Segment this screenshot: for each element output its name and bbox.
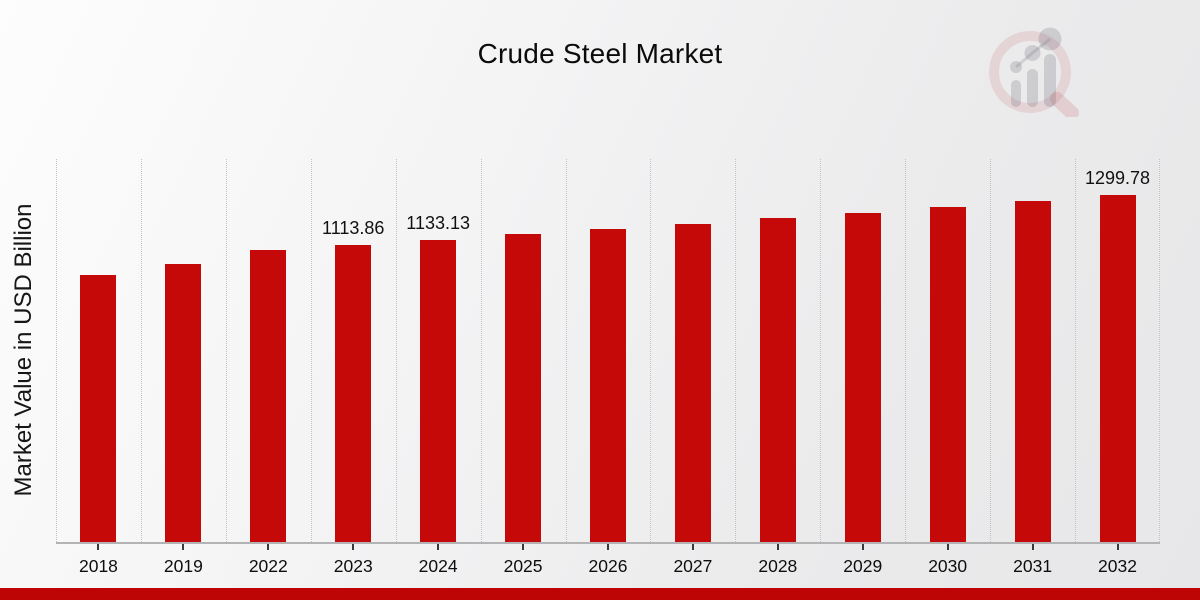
- x-axis-tick: [182, 544, 185, 550]
- bar-column-2024: 1133.13 2024: [396, 159, 481, 576]
- bar-2023: [335, 244, 372, 542]
- x-axis-tick: [267, 544, 270, 550]
- gridline: [56, 159, 57, 542]
- x-axis-label-2026: 2026: [588, 556, 628, 576]
- magnifier-bar-chart-icon: [989, 27, 1079, 117]
- bar-2027: [674, 223, 711, 542]
- x-axis-label-2022: 2022: [248, 556, 288, 576]
- bar-2022: [250, 249, 287, 542]
- y-axis-title: Market Value in USD Billion: [10, 203, 37, 497]
- bottom-banner: [0, 588, 1200, 600]
- gridline: [990, 159, 992, 542]
- bar-column-2022: 2022: [226, 159, 311, 576]
- x-axis-tick: [437, 544, 440, 550]
- x-axis-tick: [522, 544, 525, 550]
- bar-2024: [420, 239, 457, 542]
- gridline: [480, 159, 482, 542]
- x-axis-label-2019: 2019: [163, 556, 203, 576]
- x-axis-tick: [606, 544, 609, 550]
- x-axis-tick: [776, 544, 779, 550]
- bar-column-2029: 2029: [820, 159, 905, 576]
- gridline: [735, 159, 737, 542]
- bar-2026: [589, 229, 626, 542]
- x-axis-label-2031: 2031: [1013, 556, 1053, 576]
- bar-2028: [759, 218, 796, 542]
- x-axis-tick: [1116, 544, 1119, 550]
- bar-value-label-2023: 1113.86: [322, 217, 385, 238]
- x-axis-tick: [861, 544, 864, 550]
- gridline: [1075, 159, 1077, 542]
- x-axis-tick: [97, 544, 100, 550]
- gridline: [140, 159, 142, 542]
- bar-column-2023: 1113.86 2023: [311, 159, 396, 576]
- bar-column-2019: 2019: [141, 159, 226, 576]
- x-axis-label-2018: 2018: [78, 556, 118, 576]
- x-axis-label-2024: 2024: [418, 556, 458, 576]
- bar-2032: [1099, 195, 1136, 542]
- gridline: [225, 159, 227, 542]
- bar-2031: [1014, 201, 1051, 542]
- x-axis-tick: [691, 544, 694, 550]
- x-axis-label-2030: 2030: [928, 556, 968, 576]
- plot-area: 2018 2019 2022 1113.86 2023 1133.13 2024 2025 20…: [56, 159, 1160, 576]
- chart-title: Crude Steel Market: [477, 38, 723, 69]
- gridline: [820, 159, 822, 542]
- gridline: [905, 159, 907, 542]
- bar-2018: [80, 274, 117, 542]
- bar-2029: [844, 212, 881, 542]
- bar-column-2027: 2027: [650, 159, 735, 576]
- gridline: [1159, 159, 1160, 542]
- x-axis-label-2032: 2032: [1098, 556, 1137, 576]
- bar-column-2025: 2025: [481, 159, 566, 576]
- gridline: [650, 159, 652, 542]
- gridline: [565, 159, 567, 542]
- bar-value-label-2024: 1133.13: [406, 212, 471, 233]
- x-axis-label-2027: 2027: [673, 556, 713, 576]
- bar-value-label-2032: 1299.78: [1084, 168, 1151, 189]
- gridline: [310, 159, 312, 542]
- x-axis-label-2029: 2029: [843, 556, 883, 576]
- bar-column-2030: 2030: [905, 159, 990, 576]
- x-axis-label-2023: 2023: [333, 556, 373, 576]
- bar-2025: [505, 234, 542, 542]
- x-axis-tick: [946, 544, 949, 550]
- x-axis-tick: [352, 544, 355, 550]
- bar-column-2032: 1299.78 2032: [1075, 159, 1160, 576]
- x-axis-label-2025: 2025: [503, 556, 543, 576]
- bar-column-2018: 2018: [56, 159, 141, 576]
- x-axis-label-2028: 2028: [758, 556, 798, 576]
- x-axis-tick: [1031, 544, 1034, 550]
- bar-2019: [165, 264, 202, 542]
- bar-2030: [929, 207, 966, 542]
- gridline: [395, 159, 397, 542]
- bar-column-2028: 2028: [735, 159, 820, 576]
- bar-column-2026: 2026: [566, 159, 651, 576]
- bar-column-2031: 2031: [990, 159, 1075, 576]
